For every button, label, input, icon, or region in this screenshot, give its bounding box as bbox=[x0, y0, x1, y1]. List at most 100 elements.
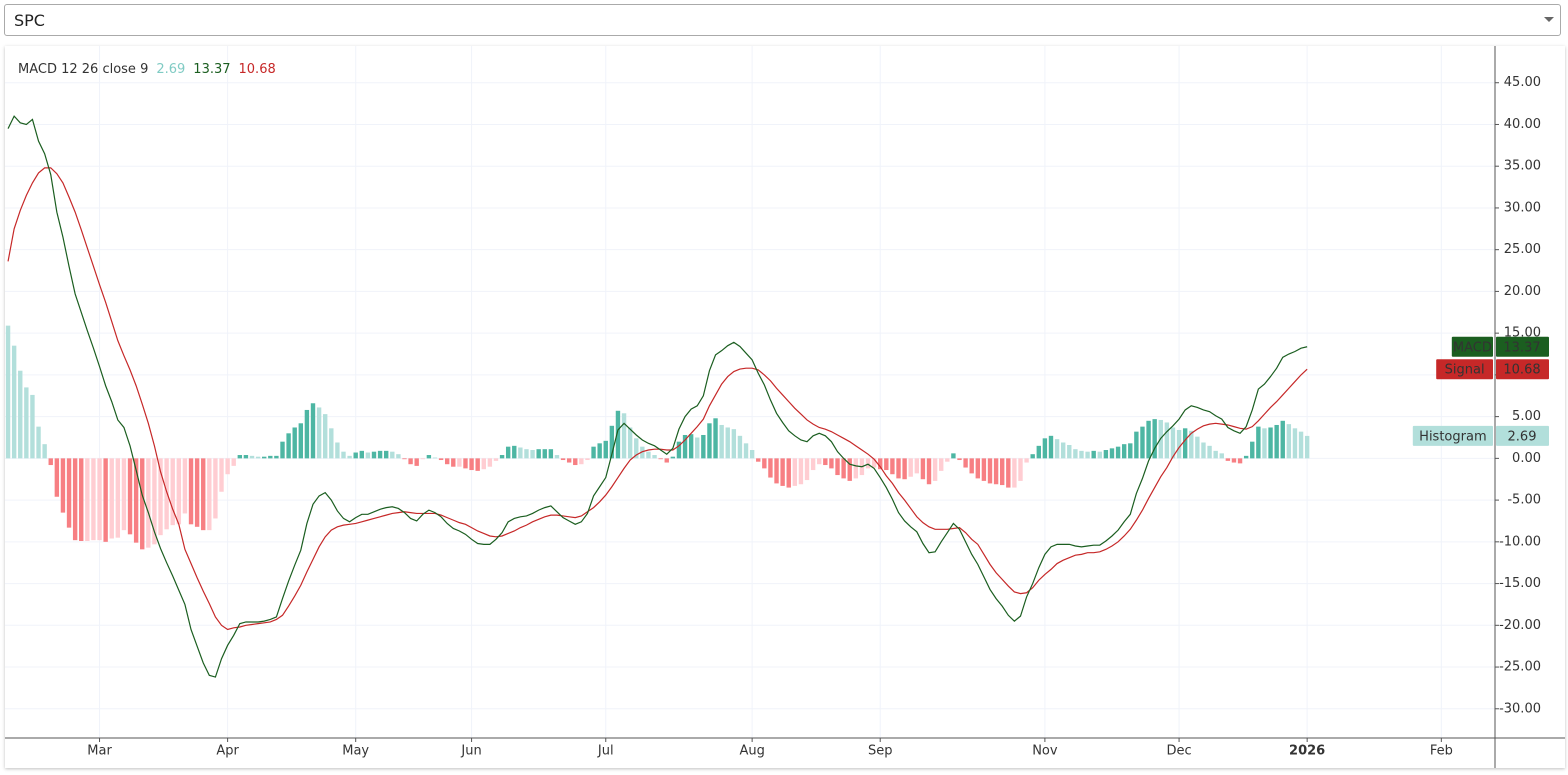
histogram-bar bbox=[542, 449, 547, 459]
series-line bbox=[7, 115, 1308, 678]
histogram-bar bbox=[566, 458, 572, 463]
histogram-bar bbox=[1140, 426, 1145, 459]
histogram-bar bbox=[1042, 438, 1048, 459]
histogram-bar bbox=[774, 458, 779, 484]
histogram-bar bbox=[42, 444, 47, 459]
histogram bbox=[5, 325, 1310, 550]
histogram-bar bbox=[1103, 450, 1109, 459]
y-tick-label: -10.00 bbox=[1499, 534, 1541, 549]
histogram-bar bbox=[329, 428, 334, 459]
histogram-bar bbox=[884, 458, 889, 471]
x-tick-label: 2026 bbox=[1289, 744, 1325, 759]
histogram-bar bbox=[201, 458, 206, 531]
histogram-bar bbox=[408, 458, 413, 465]
histogram-bar bbox=[1121, 444, 1127, 459]
histogram-bar bbox=[975, 458, 980, 479]
x-tick-label: Apr bbox=[216, 744, 239, 759]
series-name: Histogram bbox=[1419, 429, 1486, 444]
histogram-bar bbox=[743, 443, 749, 459]
histogram-bar bbox=[640, 446, 645, 459]
histogram-bar bbox=[1048, 435, 1054, 459]
histogram-bar bbox=[1146, 420, 1151, 459]
histogram-bar bbox=[414, 458, 419, 466]
y-tick-label: 35.00 bbox=[1504, 159, 1541, 174]
histogram-bar bbox=[981, 458, 987, 481]
histogram-bar bbox=[457, 458, 462, 467]
histogram-bar bbox=[1207, 445, 1212, 459]
histogram-bar bbox=[597, 443, 602, 459]
histogram-bar bbox=[1250, 441, 1255, 459]
histogram-bar bbox=[5, 325, 11, 459]
histogram-bar bbox=[713, 418, 718, 459]
histogram-bar bbox=[499, 455, 505, 459]
histogram-bar bbox=[902, 458, 907, 480]
histogram-bar bbox=[60, 458, 66, 513]
histogram-bar bbox=[865, 458, 871, 469]
histogram-bar bbox=[1067, 445, 1072, 459]
series-name-box bbox=[1451, 336, 1493, 357]
y-tick-label: -5.00 bbox=[1507, 493, 1541, 508]
x-tick-label: Mar bbox=[87, 744, 112, 759]
histogram-bar bbox=[939, 458, 944, 471]
series-line bbox=[7, 167, 1308, 631]
histogram-bar bbox=[536, 449, 541, 459]
histogram-bar bbox=[993, 458, 999, 485]
histogram-bar bbox=[18, 370, 23, 459]
series-name-box bbox=[1412, 425, 1493, 446]
histogram-bar bbox=[335, 442, 340, 459]
histogram-bar bbox=[646, 451, 651, 459]
histogram-bar bbox=[1164, 422, 1170, 459]
histogram-bar bbox=[1079, 450, 1084, 459]
series-name-box bbox=[1436, 359, 1493, 380]
histogram-bar bbox=[420, 458, 425, 460]
histogram-bar bbox=[353, 452, 358, 459]
histogram-bar bbox=[835, 458, 840, 476]
symbol: SPC bbox=[14, 11, 45, 30]
histogram-bar bbox=[627, 427, 633, 459]
histogram-bar bbox=[1115, 446, 1121, 459]
histogram-bar bbox=[365, 452, 371, 459]
histogram-bar bbox=[292, 427, 297, 459]
histogram-bar bbox=[701, 434, 706, 459]
histogram-bar bbox=[262, 456, 267, 459]
indicator-title: MACD 12 26 close 9 bbox=[18, 62, 148, 77]
histogram-bar bbox=[1304, 435, 1310, 459]
histogram-bar bbox=[1024, 458, 1029, 463]
histogram-bar bbox=[219, 458, 224, 492]
last-value-box bbox=[1496, 425, 1549, 446]
histogram-bar bbox=[1030, 454, 1035, 459]
histogram-bar bbox=[731, 429, 737, 459]
histogram-bar bbox=[756, 458, 761, 462]
histogram-bar bbox=[347, 455, 352, 459]
grid bbox=[5, 46, 1495, 738]
histogram-bar bbox=[481, 458, 486, 470]
histogram-bar bbox=[841, 458, 846, 479]
histogram-bar bbox=[945, 458, 950, 462]
histogram-bar bbox=[146, 458, 151, 548]
histogram-bar bbox=[878, 458, 883, 470]
y-tick-label: 40.00 bbox=[1504, 117, 1541, 132]
histogram-bar bbox=[1018, 458, 1023, 481]
histogram-bar bbox=[524, 449, 529, 459]
histogram-bar bbox=[1280, 420, 1285, 459]
histogram-bar bbox=[1109, 448, 1115, 459]
histogram-bar bbox=[853, 458, 859, 479]
histogram-bar bbox=[957, 458, 962, 461]
histogram-bar bbox=[1292, 428, 1298, 459]
histogram-bar bbox=[707, 423, 712, 459]
last-value: 2.69 bbox=[1508, 429, 1537, 444]
histogram-bar bbox=[762, 458, 767, 469]
histogram-bar bbox=[792, 458, 798, 486]
histogram-bar bbox=[1219, 453, 1224, 459]
histogram-bar bbox=[664, 458, 669, 463]
histogram-bar bbox=[786, 458, 791, 488]
histogram-bar bbox=[158, 458, 163, 536]
histogram-bar bbox=[469, 458, 474, 471]
histogram-bar bbox=[225, 458, 230, 475]
symbol-select[interactable]: SPC bbox=[4, 4, 1561, 36]
histogram-bar bbox=[323, 414, 328, 459]
histogram-bar bbox=[121, 458, 127, 531]
histogram-bar bbox=[97, 458, 102, 541]
histogram-bar bbox=[11, 345, 17, 459]
histogram-bar bbox=[66, 458, 72, 528]
